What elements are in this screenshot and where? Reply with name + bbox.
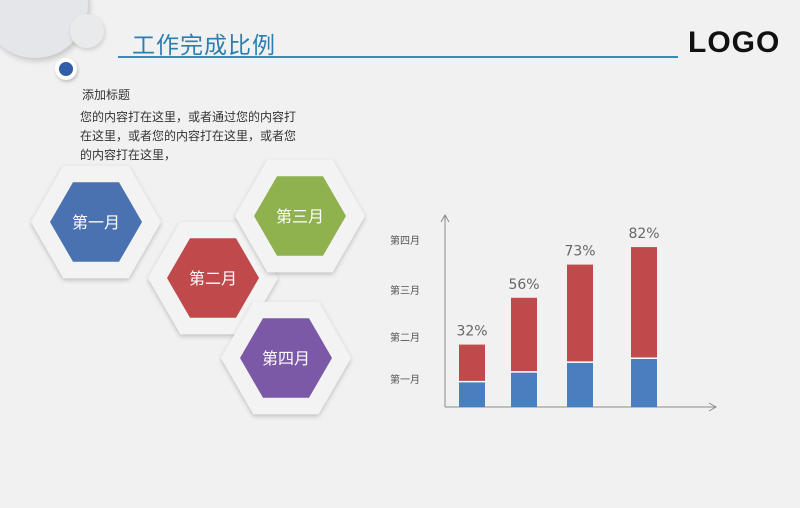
- data-label: 73%: [564, 244, 595, 260]
- body-text: 您的内容打在这里，或者通过您的内容打在这里，或者您的内容打在这里，或者您的内容打…: [80, 110, 297, 162]
- y-tick-label: 第三月: [390, 284, 420, 297]
- decor-circle-small: [70, 14, 104, 48]
- section-subtitle: 添加标题: [82, 88, 131, 102]
- y-tick-label: 第一月: [390, 373, 420, 386]
- hexagon-label: 第四月: [262, 349, 310, 368]
- bar-segment: [511, 371, 537, 407]
- hexagon-fill: [240, 318, 332, 398]
- hexagon-month-2: 第二月: [148, 221, 278, 335]
- title-underline: [118, 56, 678, 58]
- bar-segment: [567, 264, 593, 363]
- logo: LOGO: [688, 26, 781, 59]
- data-label: 82%: [628, 226, 659, 242]
- x-axis-arrow: [708, 402, 718, 412]
- hexagon-label: 第一月: [72, 213, 120, 232]
- hexagon-label: 第三月: [276, 207, 324, 226]
- y-tick-label: 第四月: [390, 234, 420, 247]
- hexagon-month-1: 第一月: [31, 165, 161, 279]
- page-title: 工作完成比例: [132, 33, 276, 59]
- y-axis-arrow: [440, 213, 450, 223]
- hexagon-label: 第二月: [189, 269, 237, 288]
- bar-segment: [511, 297, 537, 372]
- bar-segment: [567, 362, 593, 407]
- hexagon-month-3: 第三月: [235, 159, 365, 273]
- y-tick-label: 第二月: [390, 331, 420, 344]
- bar-segment: [631, 358, 657, 408]
- hexagon-month-4: 第四月: [221, 301, 351, 415]
- data-label: 56%: [508, 277, 539, 293]
- hexagon-fill: [167, 238, 259, 318]
- hexagon-fill: [254, 176, 346, 256]
- hexagon-fill: [50, 182, 142, 262]
- bar-segment: [631, 247, 657, 359]
- bar-segment: [459, 381, 485, 407]
- decor-circle-blue: [55, 58, 77, 80]
- data-label: 32%: [456, 324, 487, 340]
- bar-segment: [459, 344, 485, 382]
